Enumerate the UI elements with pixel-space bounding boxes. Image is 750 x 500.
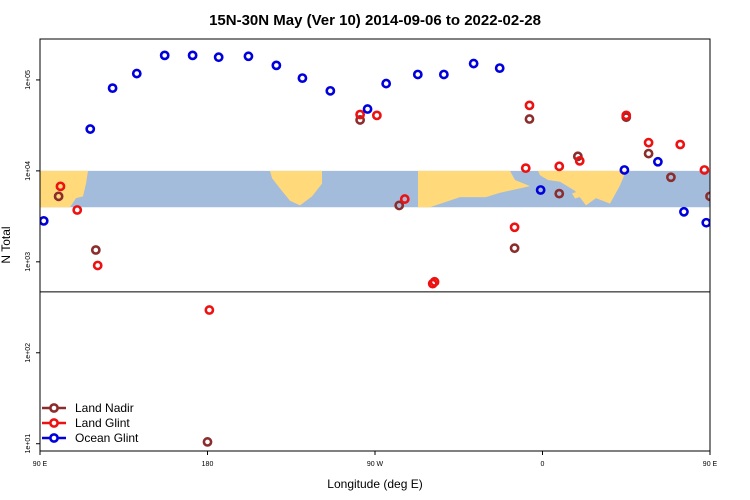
y-tick-label: 1e+03 [25, 252, 32, 272]
data-point [107, 83, 118, 94]
data-point [412, 69, 423, 80]
land-shape [418, 170, 530, 208]
data-point [159, 50, 170, 61]
plot-frame [39, 38, 711, 452]
data-point [297, 73, 308, 84]
background-map-band [40, 170, 710, 208]
data-point [53, 191, 64, 202]
series-land-nadir [53, 112, 750, 447]
data-point [734, 183, 741, 190]
data-point [243, 51, 254, 62]
data-point [509, 243, 520, 254]
data-point [131, 68, 142, 79]
data-point [399, 194, 410, 204]
land-shape [538, 170, 626, 206]
legend-marker [49, 418, 59, 428]
data-point [621, 110, 632, 121]
y-tick-label: 1e+02 [25, 343, 32, 363]
legend-label: Land Nadir [75, 401, 134, 415]
y-tick-label: 1e+04 [25, 161, 32, 181]
x-axis-label: Longitude (deg E) [327, 477, 422, 491]
data-point [699, 165, 710, 175]
data-point [574, 155, 585, 166]
data-points [40, 50, 750, 447]
chart-title: 15N-30N May (Ver 10) 2014-09-06 to 2022-… [209, 12, 541, 29]
data-point [701, 217, 710, 228]
data-point [666, 172, 676, 183]
data-point [213, 52, 224, 63]
land-shape [572, 191, 582, 199]
data-point [745, 245, 750, 252]
data-point [554, 188, 565, 199]
data-point [90, 245, 101, 255]
data-point [355, 109, 366, 120]
x-axis: 90 E 180 90 W 0 90 E [33, 451, 718, 468]
data-point [554, 161, 565, 172]
y-axis: 1e+01 1e+02 1e+03 1e+04 1e+05 [25, 70, 40, 454]
legend-item: Land Glint [42, 416, 130, 430]
data-point [468, 58, 479, 69]
data-point [429, 276, 440, 287]
series-land-glint [55, 100, 741, 315]
data-point [524, 100, 535, 111]
data-point [187, 50, 198, 61]
data-point [524, 114, 535, 124]
data-point [438, 69, 449, 80]
x-tick-label: 90 E [33, 461, 48, 468]
data-point [394, 200, 405, 211]
legend-item: Land Nadir [42, 401, 134, 415]
x-tick-label: 90 W [367, 461, 384, 468]
legend-marker [49, 433, 59, 443]
data-point [55, 181, 66, 192]
data-point [652, 156, 663, 167]
x-tick-label: 180 [202, 461, 214, 468]
data-point [92, 260, 103, 271]
data-point [732, 193, 739, 200]
data-point [371, 110, 382, 121]
data-point [271, 60, 282, 71]
data-point [202, 437, 213, 447]
data-point [325, 85, 336, 96]
y-axis-label: N Total [0, 226, 13, 263]
land-shape [300, 189, 309, 195]
data-point [40, 215, 49, 226]
x-tick-label: 90 E [703, 461, 718, 468]
data-point [494, 63, 505, 74]
data-point [509, 222, 520, 233]
land-shape [270, 170, 322, 206]
data-point [535, 185, 546, 195]
data-point [675, 139, 686, 150]
legend-label: Land Glint [75, 416, 130, 430]
data-point [355, 115, 366, 125]
data-point [85, 124, 96, 134]
y-tick-label: 1e+05 [25, 70, 32, 90]
y-tick-label: 1e+01 [25, 434, 32, 454]
data-point [619, 165, 630, 175]
legend-label: Ocean Glint [75, 431, 139, 445]
data-point [727, 126, 734, 133]
data-point [705, 191, 710, 202]
data-point [362, 104, 373, 114]
x-tick-label: 0 [541, 461, 545, 468]
data-point [679, 206, 689, 217]
legend-item: Ocean Glint [42, 431, 139, 445]
data-point [643, 148, 654, 159]
data-point [204, 305, 215, 315]
legend-marker [49, 403, 59, 413]
data-point [520, 163, 531, 174]
data-point [381, 78, 392, 89]
data-point [643, 137, 654, 148]
data-point [72, 205, 83, 215]
